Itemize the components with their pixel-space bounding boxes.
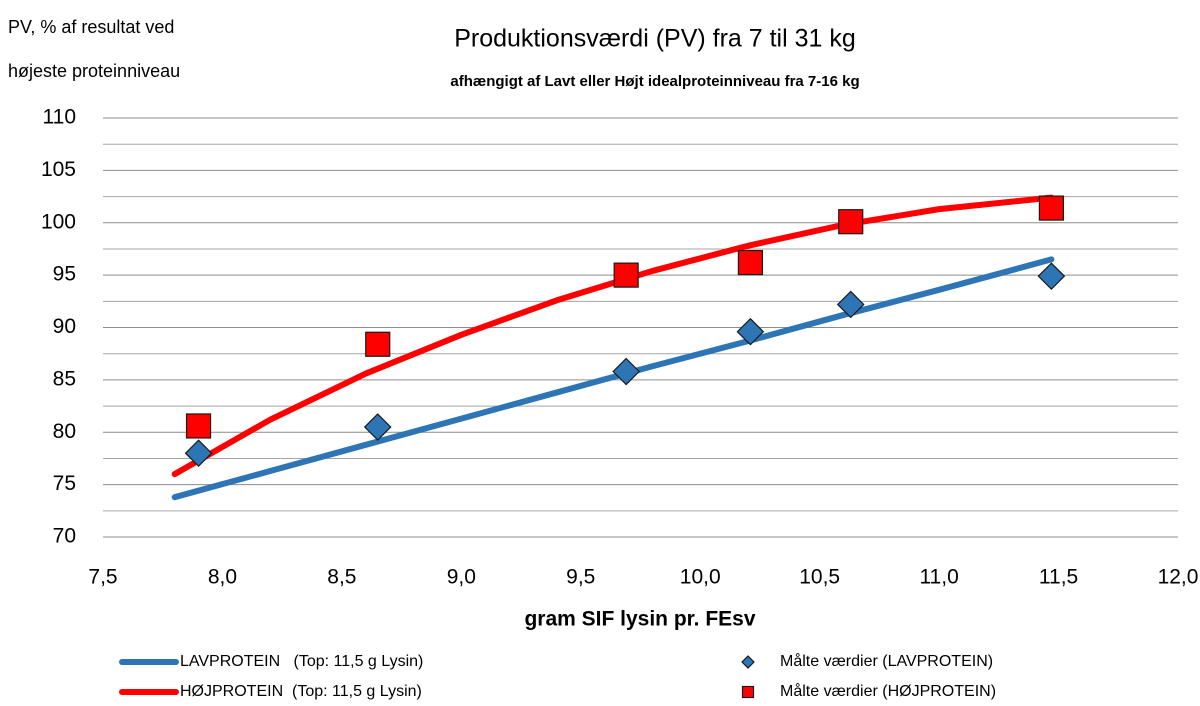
legend-label: Målte værdier (HØJPROTEIN) [780,682,996,700]
data-point [836,290,865,319]
legend-swatch [741,685,755,699]
x-tick-label: 9,5 [566,566,595,589]
x-tick-label: 11,0 [919,566,958,589]
x-tick-label: 9,0 [447,566,476,589]
x-tick-label: 8,5 [327,566,356,589]
y-tick-label: 90 [53,315,76,338]
data-point [363,413,392,441]
data-point [612,357,641,386]
legend-swatch [741,655,755,669]
x-tick-label: 12,0 [1158,566,1199,589]
data-point [737,249,763,276]
legend-label: HØJPROTEIN (Top: 11,5 g Lysin) [180,683,422,700]
legend-label: LAVPROTEIN (Top: 11,5 g Lysin) [180,653,423,670]
trend-line [171,256,1055,501]
y-tick-label: 110 [43,106,76,129]
x-tick-label: 10,5 [799,566,840,589]
y-tick-label: 105 [41,158,76,181]
y-axis-label: højeste proteinniveau [8,61,180,81]
data-point [613,262,639,288]
y-tick-label: 75 [53,472,76,495]
y-axis-label: PV, % af resultat ved [8,17,174,37]
data-point [1037,262,1066,291]
legend-label: Målte værdier (LAVPROTEIN) [780,652,993,670]
data-point [838,209,864,235]
chart-title: Produktionsværdi (PV) fra 7 til 31 kg [454,25,856,53]
data-point [365,331,391,357]
x-tick-label: 7,5 [88,566,117,589]
x-axis-label: gram SIF lysin pr. FEsv [524,608,755,631]
x-tick-label: 8,0 [208,566,237,589]
y-tick-label: 80 [53,420,76,443]
y-tick-label: 95 [53,263,76,286]
trend-line [171,194,1055,478]
y-tick-label: 70 [53,525,76,548]
data-point [185,413,212,439]
data-point [736,317,765,346]
y-tick-label: 100 [41,210,76,233]
data-point [1038,195,1064,221]
y-tick-label: 85 [53,367,76,390]
chart-subtitle: afhængigt af Lavt eller Højt idealprotei… [450,73,859,90]
x-tick-label: 11,5 [1039,566,1078,589]
x-tick-label: 10,0 [680,566,721,589]
data-point [184,439,213,468]
